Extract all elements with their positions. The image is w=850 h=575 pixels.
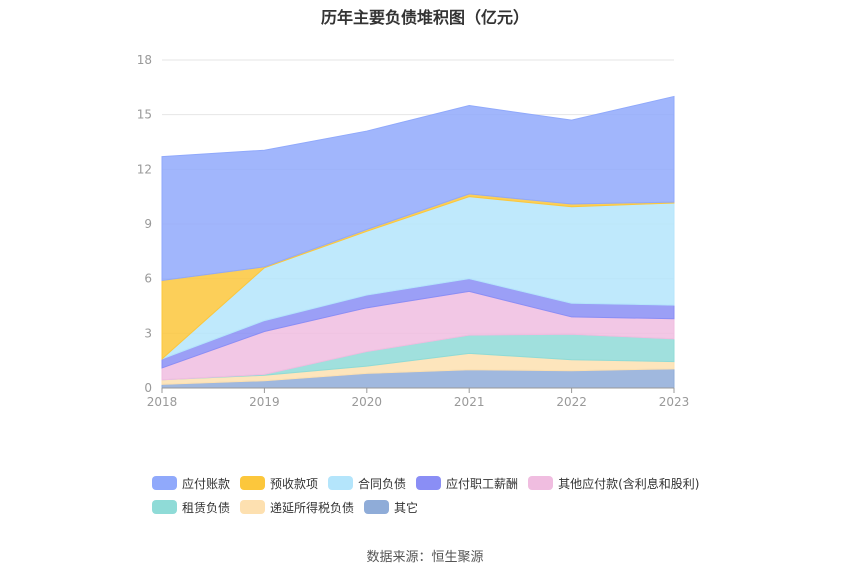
legend-item[interactable]: 其它 [364,499,418,516]
legend-item[interactable]: 合同负债 [328,475,406,492]
legend-item[interactable]: 其他应付款(含利息和股利) [528,475,699,492]
y-tick-label: 6 [144,272,152,286]
chart-title: 历年主要负债堆积图（亿元） [320,8,529,27]
y-tick-label: 0 [144,381,152,395]
y-tick-label: 18 [137,53,152,67]
legend-item[interactable]: 租赁负债 [152,499,230,516]
legend-label: 合同负债 [358,476,407,491]
y-tick-label: 9 [144,217,152,231]
legend-item[interactable]: 递延所得税负债 [240,499,354,516]
x-tick-label: 2018 [147,395,178,409]
area-layer [161,95,675,389]
legend-row: 应付账款 预收款项 合同负债 应付职工薪酬 其他应付款(含利息和股利) [152,472,752,494]
legend-label: 租赁负债 [182,500,231,515]
stacked-area-chart: 0 3 6 9 12 15 18 2018 2019 2020 2021 2022 2023 [137,53,690,409]
area-series[interactable] [161,95,675,282]
legend-row: 租赁负债 递延所得税负债 其它 [152,496,752,518]
legend-item[interactable]: 应付职工薪酬 [416,475,518,492]
legend-swatch [152,500,177,514]
legend-label: 递延所得税负债 [270,500,355,515]
y-tick-label: 12 [137,162,152,176]
legend-swatch [240,476,266,490]
legend-label: 应付账款 [182,476,231,491]
legend-label: 预收款项 [270,476,319,491]
data-source-note: 数据来源：恒生聚源 [366,550,484,565]
legend: 应付账款 预收款项 合同负债 应付职工薪酬 其他应付款(含利息和股利) 租赁负债 递延所得… [152,472,752,520]
legend-swatch [240,500,266,514]
legend-swatch [152,476,177,490]
x-tick-label: 2022 [556,395,587,409]
legend-label: 其它 [394,500,419,515]
x-tick-label: 2023 [659,395,690,409]
legend-label: 其他应付款(含利息和股利) [558,476,700,491]
legend-item[interactable]: 预收款项 [240,475,318,492]
legend-label: 应付职工薪酬 [446,476,519,491]
legend-swatch [328,476,354,490]
x-tick-label: 2020 [352,395,383,409]
x-tick-label: 2021 [454,395,485,409]
legend-item[interactable]: 应付账款 [152,475,230,492]
legend-swatch [416,476,442,490]
x-tick-label: 2019 [249,395,280,409]
legend-swatch [528,476,554,490]
axis-layer: 0 3 6 9 12 15 18 2018 2019 2020 2021 2022 2023 [137,53,690,409]
y-tick-label: 3 [144,326,152,340]
y-tick-label: 15 [137,108,152,122]
legend-swatch [364,500,390,514]
